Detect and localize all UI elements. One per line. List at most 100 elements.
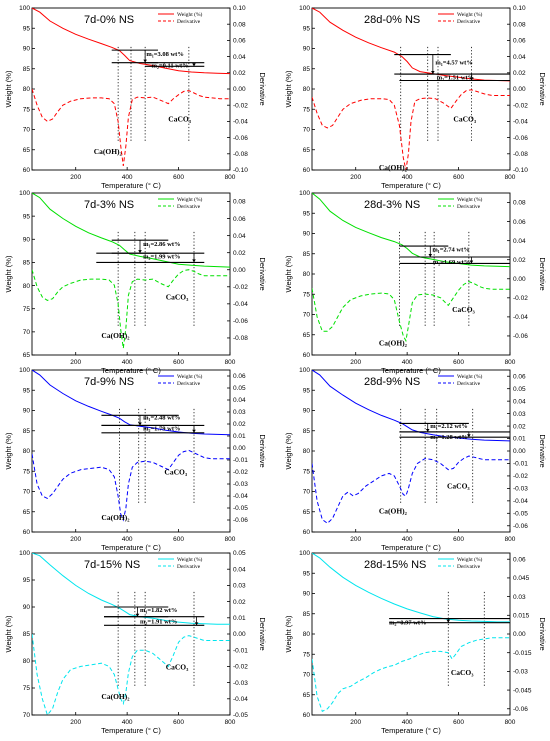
- y-tick-label: 100: [299, 550, 310, 557]
- y2-tick-label: 0.045: [513, 575, 530, 582]
- plot-area: [312, 8, 510, 170]
- y-axis-title: Weight (%): [284, 432, 293, 469]
- caco3-peak-label: CaCO₃: [452, 305, 475, 314]
- y-tick-label: 95: [23, 213, 31, 220]
- x-tick-label: 800: [225, 719, 236, 726]
- y-tick-label: 95: [23, 25, 31, 32]
- x-tick-label: 200: [350, 536, 361, 543]
- y-tick-label: 65: [303, 509, 311, 516]
- legend-derivative-label: Derivative: [177, 564, 201, 570]
- y2-tick-label: 0.00: [233, 631, 246, 638]
- y-tick-label: 65: [303, 147, 311, 154]
- panel-title: 28d-0% NS: [364, 14, 420, 26]
- y2-tick-label: -0.08: [233, 151, 248, 158]
- panel-title: 7d-15% NS: [84, 559, 140, 571]
- y-tick-label: 60: [303, 167, 311, 174]
- y-tick-label: 75: [303, 651, 311, 658]
- y-tick-label: 60: [23, 529, 31, 536]
- caco3-peak-label: CaCO₃: [168, 114, 191, 123]
- legend-derivative-label: Derivative: [457, 19, 481, 25]
- x-tick-label: 400: [402, 719, 413, 726]
- y-tick-label: 95: [303, 387, 311, 394]
- y-tick-label: 70: [303, 489, 311, 496]
- y-axis-title: Weight (%): [4, 432, 13, 469]
- y-axis-title: Weight (%): [4, 70, 13, 107]
- m2-arrowhead: [192, 259, 196, 263]
- x-tick-label: 800: [505, 359, 516, 366]
- y2-tick-label: -0.02: [513, 473, 528, 480]
- x-tick-label: 600: [453, 719, 464, 726]
- weight-curve: [32, 193, 230, 268]
- y-tick-label: 70: [23, 127, 31, 134]
- m2-label: m₂=0.11 wt%: [152, 63, 189, 70]
- x-tick-label: 400: [122, 536, 133, 543]
- y-tick-label: 75: [23, 468, 31, 475]
- y2-tick-label: 0.05: [233, 385, 246, 392]
- plot-frame: [311, 7, 511, 171]
- plot-frame: [311, 552, 511, 716]
- y2-tick-label: 0.05: [513, 386, 526, 393]
- y-tick-label: 65: [23, 147, 31, 154]
- y-tick-label: 80: [303, 271, 311, 278]
- y2-tick-label: 0.03: [513, 411, 526, 418]
- y2-tick-label: 0.01: [513, 436, 526, 443]
- m2-label: m₂=1.99 wt%: [143, 254, 180, 261]
- m1-arrowhead: [431, 71, 435, 75]
- y2-tick-label: 0.01: [233, 615, 246, 622]
- derivative-curve: [312, 455, 510, 524]
- panel-title: 7d-9% NS: [84, 376, 134, 388]
- m1-arrowhead: [143, 59, 147, 63]
- x-tick-label: 600: [453, 174, 464, 181]
- x-tick-label: 800: [225, 359, 236, 366]
- y2-axis-title: Derivative: [538, 617, 547, 650]
- m2-arrowhead: [192, 429, 196, 433]
- y2-tick-label: -0.02: [513, 102, 528, 109]
- caco3-peak-label: CaCO₃: [447, 481, 470, 490]
- legend-derivative-label: Derivative: [177, 19, 201, 25]
- weight-curve: [32, 8, 230, 75]
- y2-axis-title: Derivative: [258, 434, 267, 467]
- y2-tick-label: -0.045: [513, 687, 532, 694]
- m2-label: m₂=1.28 wt%: [430, 434, 467, 441]
- y2-tick-label: -0.02: [233, 469, 248, 476]
- y2-tick-label: -0.06: [233, 318, 248, 325]
- x-tick-label: 400: [122, 359, 133, 366]
- y-tick-label: 95: [303, 25, 311, 32]
- y2-tick-label: 0.04: [513, 238, 526, 245]
- plot-area: [312, 370, 510, 524]
- y-tick-label: 100: [299, 367, 310, 374]
- y2-tick-label: 0.06: [233, 373, 246, 380]
- panel-2: 200 400 600 800 60 65 70 75 80 85 90 95 100 -0.10 -0.0…: [284, 5, 547, 190]
- m1-arrowhead: [138, 422, 142, 426]
- y2-tick-label: -0.05: [233, 712, 248, 719]
- y-tick-label: 90: [23, 408, 31, 415]
- y2-tick-label: -0.05: [513, 511, 528, 518]
- caco3-peak-label: CaCO₃: [451, 668, 474, 677]
- legend-weight-label: Weight (%): [177, 556, 203, 563]
- caoh-peak-label: Ca(OH)₂: [101, 692, 130, 701]
- m2-label: m₂=1.51 wt%: [437, 75, 474, 82]
- y2-tick-label: 0.06: [513, 373, 526, 380]
- legend-weight-label: Weight (%): [177, 196, 203, 203]
- y2-tick-label: 0.03: [233, 583, 246, 590]
- y2-tick-label: -0.04: [233, 493, 248, 500]
- y2-tick-label: 0.00: [233, 267, 246, 274]
- y-tick-label: 70: [23, 489, 31, 496]
- y-tick-label: 100: [19, 5, 30, 12]
- y2-tick-label: 0.02: [233, 421, 246, 428]
- y2-tick-label: 0.06: [513, 556, 526, 563]
- y2-tick-label: -0.06: [233, 135, 248, 142]
- plot-area: [312, 193, 510, 343]
- y2-tick-label: -0.03: [233, 680, 248, 687]
- y2-tick-label: 0.04: [233, 54, 246, 61]
- y2-axis-title: Derivative: [258, 72, 267, 105]
- m2-label: m₂=1.79 wt%: [143, 425, 180, 432]
- y2-tick-label: -0.04: [233, 119, 248, 126]
- m1-label: m₁=3.08 wt%: [146, 51, 183, 58]
- caoh-peak-label: Ca(OH)₂: [101, 331, 130, 340]
- y2-tick-label: -0.08: [233, 335, 248, 342]
- panel-8: 200 400 600 800 60 65 70 75 80 85 90 95 100 -0.06 -0.0…: [284, 550, 547, 735]
- m2-label: m₂=0.97 wt%: [389, 620, 426, 627]
- y-tick-label: 95: [303, 570, 311, 577]
